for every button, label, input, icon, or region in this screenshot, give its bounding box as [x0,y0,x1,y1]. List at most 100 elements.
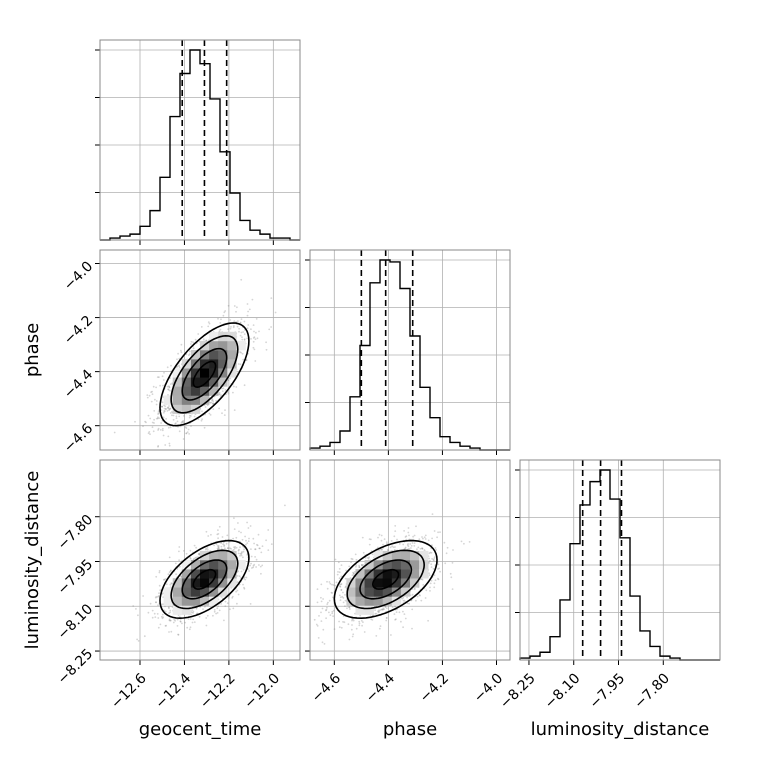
sample-point [173,618,176,621]
sample-point [212,408,215,410]
sample-point [186,431,189,433]
panel-border [309,459,511,661]
x-tick-label: −12.0 [241,670,283,712]
sample-point [251,298,254,301]
sample-point [252,337,255,339]
density-cell [190,569,201,579]
sample-point [193,621,196,623]
sample-point [360,619,363,622]
sample-point [164,408,167,411]
sample-point [232,391,234,394]
sample-point [367,557,370,560]
sample-point [383,608,385,610]
sample-point [375,635,378,637]
sample-point [437,531,439,534]
sample-point [179,620,182,623]
sample-point [239,363,242,366]
sample-point [237,549,240,552]
panel-background [100,40,300,240]
sample-point [415,525,417,528]
x-tick-label: −7.80 [631,670,673,712]
sample-point [354,612,356,615]
density-cell [373,596,384,606]
sample-point [403,613,406,615]
sample-point [354,553,357,556]
sample-point [216,545,219,547]
sample-point [169,609,172,612]
sample-point [219,395,222,398]
sample-point [382,543,384,546]
sample-point [344,577,347,580]
sample-point [344,585,347,588]
density-cell [190,377,201,387]
sample-point [433,586,436,589]
sample-point [434,547,437,549]
sample-point [235,590,238,593]
sample-point [156,596,159,598]
sample-point [157,429,160,431]
histogram-step-line [100,49,300,241]
sample-point [164,410,166,412]
sample-point [193,415,196,418]
sample-point [428,552,431,555]
sample-point [241,538,244,541]
density-cell [364,596,374,606]
sample-point [431,544,433,547]
sample-point [430,579,433,582]
sample-point [213,609,216,611]
sample-point [380,549,383,551]
sample-point [169,412,172,414]
sample-point [170,364,172,367]
sample-point [143,635,146,638]
sample-point [197,553,200,555]
density-cell [172,395,183,405]
sample-point [320,583,323,586]
sample-point [169,426,172,429]
sample-point [162,416,165,419]
sample-point [405,535,408,538]
sample-point [419,594,421,597]
sample-point [175,573,178,576]
sample-point [178,430,181,433]
sample-point [391,545,393,548]
sample-point [152,430,155,433]
sample-point [374,612,377,615]
sample-point [328,611,330,614]
sample-point [189,556,192,559]
contour-level [159,539,250,620]
sample-point [230,548,233,550]
x-tick-label: −8.25 [497,670,539,712]
sample-point [148,394,151,397]
scatter-panel-luminosity-distance-vs-geocent-time [95,459,301,665]
sample-point [245,539,247,542]
sample-point [432,558,435,561]
sample-point [371,553,374,556]
sample-point [403,530,405,532]
sample-point [350,557,353,560]
sample-point [198,615,201,618]
sample-point [363,631,366,633]
density-cell [172,404,183,414]
sample-point [188,433,191,435]
sample-point [318,615,320,617]
sample-point [168,405,170,407]
density-cell [190,587,201,597]
sample-point [132,605,135,607]
sample-point [412,535,414,538]
sample-point [236,581,239,583]
sample-point [250,338,252,340]
sample-point [224,605,227,607]
density-blocks [346,550,429,615]
sample-point [428,572,430,575]
density-cell [373,578,384,588]
sample-point [274,311,277,314]
y-tick-labels-luminosity-distance: −8.25−8.10−7.95−7.80 [55,512,97,688]
sample-point [161,429,164,432]
sample-point [153,422,155,424]
sample-point [193,544,196,547]
sample-point [161,405,163,408]
sample-point [165,583,168,586]
x-tick-label: −12.4 [153,670,195,712]
sample-point [232,537,235,540]
sample-point [256,543,258,546]
